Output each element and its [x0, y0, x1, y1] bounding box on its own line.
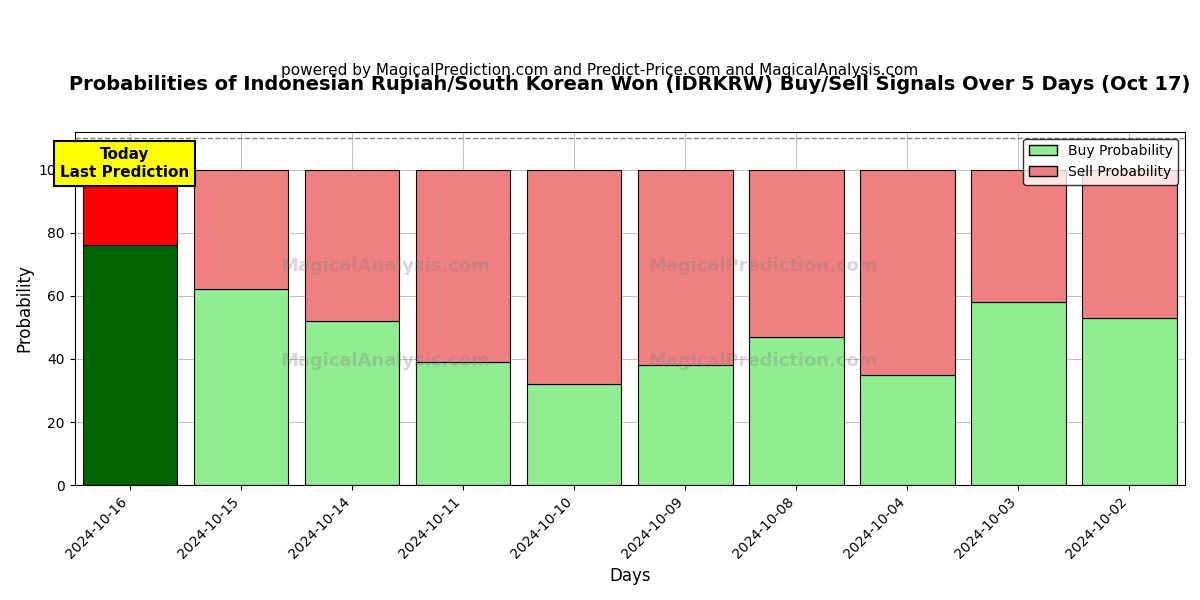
Bar [527, 170, 622, 384]
Bar [416, 362, 510, 485]
Bar [971, 302, 1066, 485]
Text: Today
Last Prediction: Today Last Prediction [60, 148, 190, 180]
Bar [1082, 318, 1177, 485]
Bar [416, 170, 510, 362]
Bar [638, 365, 732, 485]
Bar [971, 170, 1066, 302]
Bar [860, 374, 955, 485]
Bar [305, 321, 400, 485]
Bar [749, 337, 844, 485]
Text: MagicalPrediction.com: MagicalPrediction.com [648, 257, 878, 275]
Bar [638, 170, 732, 365]
Title: Probabilities of Indonesian Rupiah/South Korean Won (IDRKRW) Buy/Sell Signals Ov: Probabilities of Indonesian Rupiah/South… [70, 75, 1190, 94]
Text: MagicalAnalysis.com: MagicalAnalysis.com [281, 352, 491, 370]
Bar [860, 170, 955, 374]
Legend: Buy Probability, Sell Probability: Buy Probability, Sell Probability [1024, 139, 1178, 185]
Text: powered by MagicalPrediction.com and Predict-Price.com and MagicalAnalysis.com: powered by MagicalPrediction.com and Pre… [281, 63, 919, 78]
Bar [749, 170, 844, 337]
Text: MagicalPrediction.com: MagicalPrediction.com [648, 352, 878, 370]
Text: MagicalAnalysis.com: MagicalAnalysis.com [281, 257, 491, 275]
Y-axis label: Probability: Probability [16, 265, 34, 352]
Bar [194, 289, 288, 485]
X-axis label: Days: Days [610, 567, 650, 585]
Bar [83, 170, 178, 245]
Bar [305, 170, 400, 321]
Bar [83, 245, 178, 485]
Bar [194, 170, 288, 289]
Bar [1082, 170, 1177, 318]
Bar [527, 384, 622, 485]
